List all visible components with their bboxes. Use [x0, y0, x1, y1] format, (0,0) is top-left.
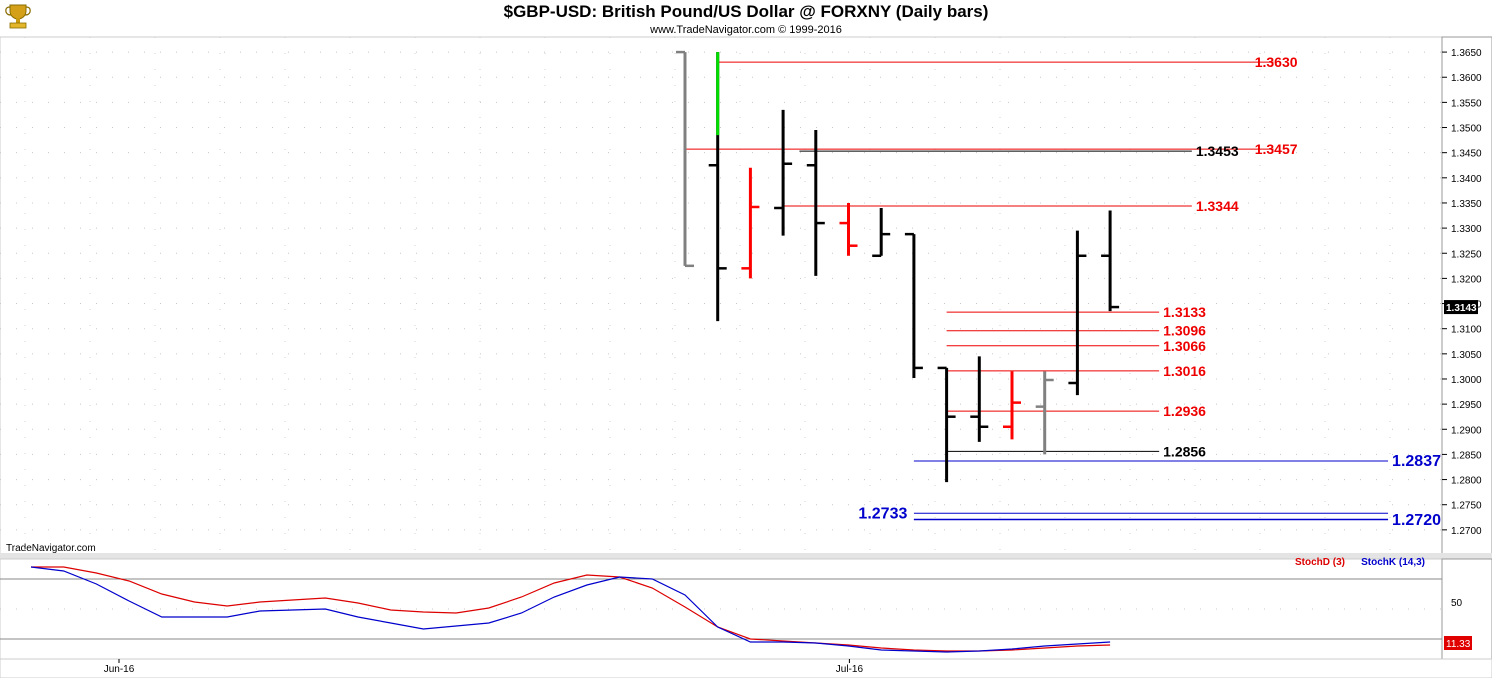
- price-tick-label: 1.2750: [1451, 501, 1482, 512]
- price-tick-label: 1.2900: [1451, 425, 1482, 436]
- grid-layer: [0, 37, 1442, 553]
- level-label: 1.2856: [1163, 443, 1206, 459]
- price-tick-label: 1.3200: [1451, 274, 1482, 285]
- ohlc-bar: [1068, 230, 1087, 396]
- legend-stoch-k: StochK (14,3): [1361, 557, 1425, 568]
- price-pane: [0, 36, 1443, 556]
- price-tick-label: 1.3500: [1451, 124, 1482, 135]
- price-tick-label: 1.3650: [1451, 48, 1482, 59]
- price-tick-label: 1.3450: [1451, 149, 1482, 160]
- level-label: 1.3096: [1163, 323, 1206, 339]
- price-axis-panel: [1441, 36, 1492, 556]
- ohlc-bar: [708, 52, 727, 322]
- level-label: 1.3066: [1163, 338, 1206, 354]
- price-tick-label: 1.2950: [1451, 400, 1482, 411]
- date-label: Jul-16: [836, 664, 864, 675]
- price-axis-ticks: 1.3650 1.3600 1.3550 1.3500 1.3450 1.3400 1.33…: [1442, 48, 1482, 537]
- ohlc-bar: [839, 202, 858, 256]
- stoch-last-value: 11.33: [1446, 639, 1471, 650]
- ohlc-bar: [1101, 210, 1120, 312]
- level-label: 1.2720: [1392, 512, 1441, 529]
- stoch-k-line: [30, 566, 1111, 653]
- price-tick-label: 1.3100: [1451, 325, 1482, 336]
- level-label: 1.3016: [1163, 363, 1206, 379]
- stochastic-lines: [0, 566, 1442, 653]
- price-tick-label: 1.2800: [1451, 476, 1482, 487]
- ohlc-bar: [774, 109, 793, 236]
- date-label: Jun-16: [104, 664, 135, 675]
- stoch-d-line: [31, 566, 1111, 652]
- ohlc-bar: [872, 207, 891, 258]
- ohlc-bar: [937, 366, 956, 483]
- price-tick-label: 1.3400: [1451, 174, 1482, 185]
- price-tick-label: 1.3050: [1451, 350, 1482, 361]
- legend-stoch-d: StochD (3): [1295, 557, 1345, 568]
- level-label: 1.2837: [1392, 453, 1441, 470]
- last-price-badge: 1.3143: [1444, 300, 1478, 315]
- price-tick-label: 1.3600: [1451, 73, 1482, 84]
- watermark: TradeNavigator.com: [6, 543, 96, 554]
- ohlc-bar: [904, 232, 923, 378]
- trophy-icon: [5, 4, 31, 29]
- level-label: 1.3344: [1196, 198, 1239, 214]
- date-axis-labels: Jun-16 Jul-16: [104, 659, 864, 675]
- level-label: 1.3133: [1163, 304, 1206, 320]
- pane-divider: [0, 553, 1492, 559]
- chart-title: $GBP-USD: British Pound/US Dollar @ FORX…: [504, 2, 989, 21]
- price-levels: 1.36301.34571.34531.33441.31331.30961.30…: [685, 54, 1441, 529]
- price-tick-label: 1.3300: [1451, 224, 1482, 235]
- stoch-tick-50: 50: [1451, 598, 1463, 609]
- level-label: 1.3630: [1255, 54, 1298, 70]
- price-tick-label: 1.3000: [1451, 375, 1482, 386]
- level-label: 1.3457: [1255, 141, 1298, 157]
- price-tick-label: 1.3350: [1451, 199, 1482, 210]
- price-bars: [676, 50, 1120, 483]
- ohlc-bar: [806, 130, 825, 276]
- stoch-last-badge: 11.33: [1444, 636, 1472, 650]
- level-label: 1.2936: [1163, 403, 1206, 419]
- price-tick-label: 1.2850: [1451, 450, 1482, 461]
- price-tick-label: 1.3550: [1451, 98, 1482, 109]
- date-axis: [0, 658, 1492, 678]
- copyright-text: www.TradeNavigator.com © 1999-2016: [649, 24, 842, 36]
- ohlc-bar: [676, 50, 694, 268]
- ohlc-bar: [1003, 371, 1021, 440]
- ohlc-bar: [1035, 371, 1054, 455]
- level-label: 1.3453: [1196, 143, 1239, 159]
- level-label: 1.2733: [858, 505, 907, 522]
- last-price-label: 1.3143: [1446, 303, 1477, 314]
- ohlc-bar: [970, 356, 989, 442]
- ohlc-bar: [741, 167, 760, 279]
- price-tick-label: 1.3250: [1451, 249, 1482, 260]
- price-tick-label: 1.2700: [1451, 526, 1482, 537]
